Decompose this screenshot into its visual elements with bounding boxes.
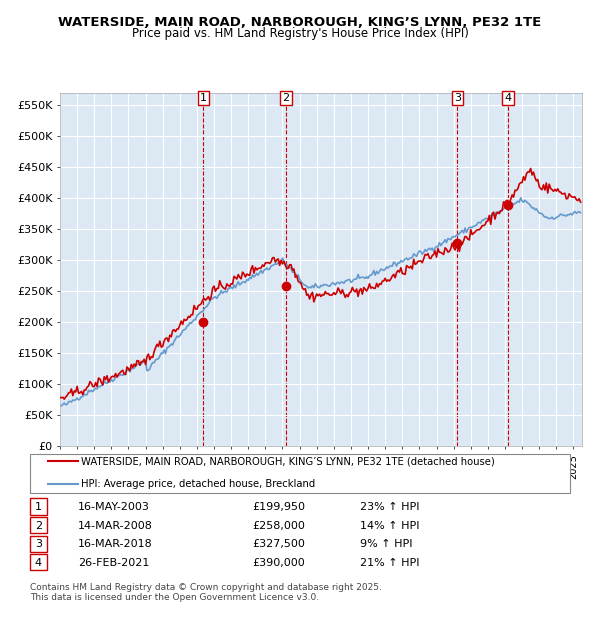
Text: 16-MAY-2003: 16-MAY-2003	[78, 502, 150, 512]
Text: 1: 1	[35, 502, 42, 512]
Text: 4: 4	[504, 93, 511, 103]
Text: 4: 4	[35, 558, 42, 568]
Text: 3: 3	[454, 93, 461, 103]
Text: £327,500: £327,500	[252, 539, 305, 549]
Text: 1: 1	[200, 93, 207, 103]
Text: 23% ↑ HPI: 23% ↑ HPI	[360, 502, 419, 512]
Text: £199,950: £199,950	[252, 502, 305, 512]
Text: WATERSIDE, MAIN ROAD, NARBOROUGH, KING’S LYNN, PE32 1TE: WATERSIDE, MAIN ROAD, NARBOROUGH, KING’S…	[58, 16, 542, 29]
Text: WATERSIDE, MAIN ROAD, NARBOROUGH, KING’S LYNN, PE32 1TE (detached house): WATERSIDE, MAIN ROAD, NARBOROUGH, KING’S…	[81, 456, 495, 466]
Text: 26-FEB-2021: 26-FEB-2021	[78, 558, 149, 568]
Text: 2: 2	[283, 93, 290, 103]
Text: 3: 3	[35, 539, 42, 549]
Text: £258,000: £258,000	[252, 521, 305, 531]
Text: 21% ↑ HPI: 21% ↑ HPI	[360, 558, 419, 568]
Text: 14-MAR-2008: 14-MAR-2008	[78, 521, 153, 531]
Text: 9% ↑ HPI: 9% ↑ HPI	[360, 539, 413, 549]
Text: Contains HM Land Registry data © Crown copyright and database right 2025.
This d: Contains HM Land Registry data © Crown c…	[30, 583, 382, 602]
Text: £390,000: £390,000	[252, 558, 305, 568]
Text: HPI: Average price, detached house, Breckland: HPI: Average price, detached house, Brec…	[81, 479, 315, 489]
Text: Price paid vs. HM Land Registry's House Price Index (HPI): Price paid vs. HM Land Registry's House …	[131, 27, 469, 40]
Text: 14% ↑ HPI: 14% ↑ HPI	[360, 521, 419, 531]
Text: 16-MAR-2018: 16-MAR-2018	[78, 539, 153, 549]
Text: 2: 2	[35, 521, 42, 531]
